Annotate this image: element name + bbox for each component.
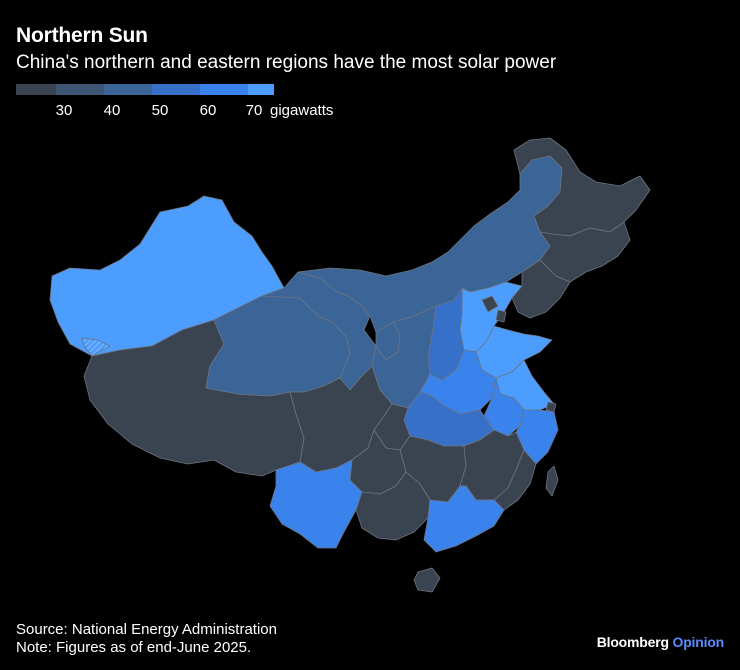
legend-swatch-1 [16,84,56,95]
region-beijing [481,295,499,313]
chart-subtitle: China's northern and eastern regions hav… [16,52,557,73]
region-tianjin [495,309,507,323]
legend-tick-50: 50 [151,102,169,119]
legend-unit: gigawatts [270,102,334,119]
legend-tick-40: 40 [103,102,121,119]
region-liaoning [511,259,571,319]
region-yunnan [269,459,363,549]
region-hainan [413,567,441,593]
legend-tick-70: 70 [245,102,263,119]
region-taiwan [545,465,559,497]
legend-tick-30: 30 [55,102,73,119]
source-note: Source: National Energy Administration N… [16,621,277,657]
legend-swatch-4 [152,84,200,95]
legend-swatch-6 [248,84,274,95]
brand-name: Bloomberg [596,634,669,650]
region-zhejiang [515,409,559,465]
color-legend: 30 40 50 60 70 gigawatts [16,84,336,124]
source-text: Source: National Energy Administration [16,621,277,638]
legend-tick-60: 60 [199,102,217,119]
china-map [49,137,651,593]
region-xinjiang-aksai-chin [81,337,111,357]
brand-suffix: Opinion [672,634,725,650]
bloomberg-opinion-logo: Bloomberg Opinion [597,634,724,650]
legend-swatch-3 [104,84,152,95]
region-shanghai [545,401,557,413]
legend-swatch-2 [56,84,104,95]
note-text: Note: Figures as of end-June 2025. [16,639,252,656]
region-guangdong [423,485,505,553]
legend-swatch-5 [200,84,248,95]
chart-title: Northern Sun [16,24,148,47]
